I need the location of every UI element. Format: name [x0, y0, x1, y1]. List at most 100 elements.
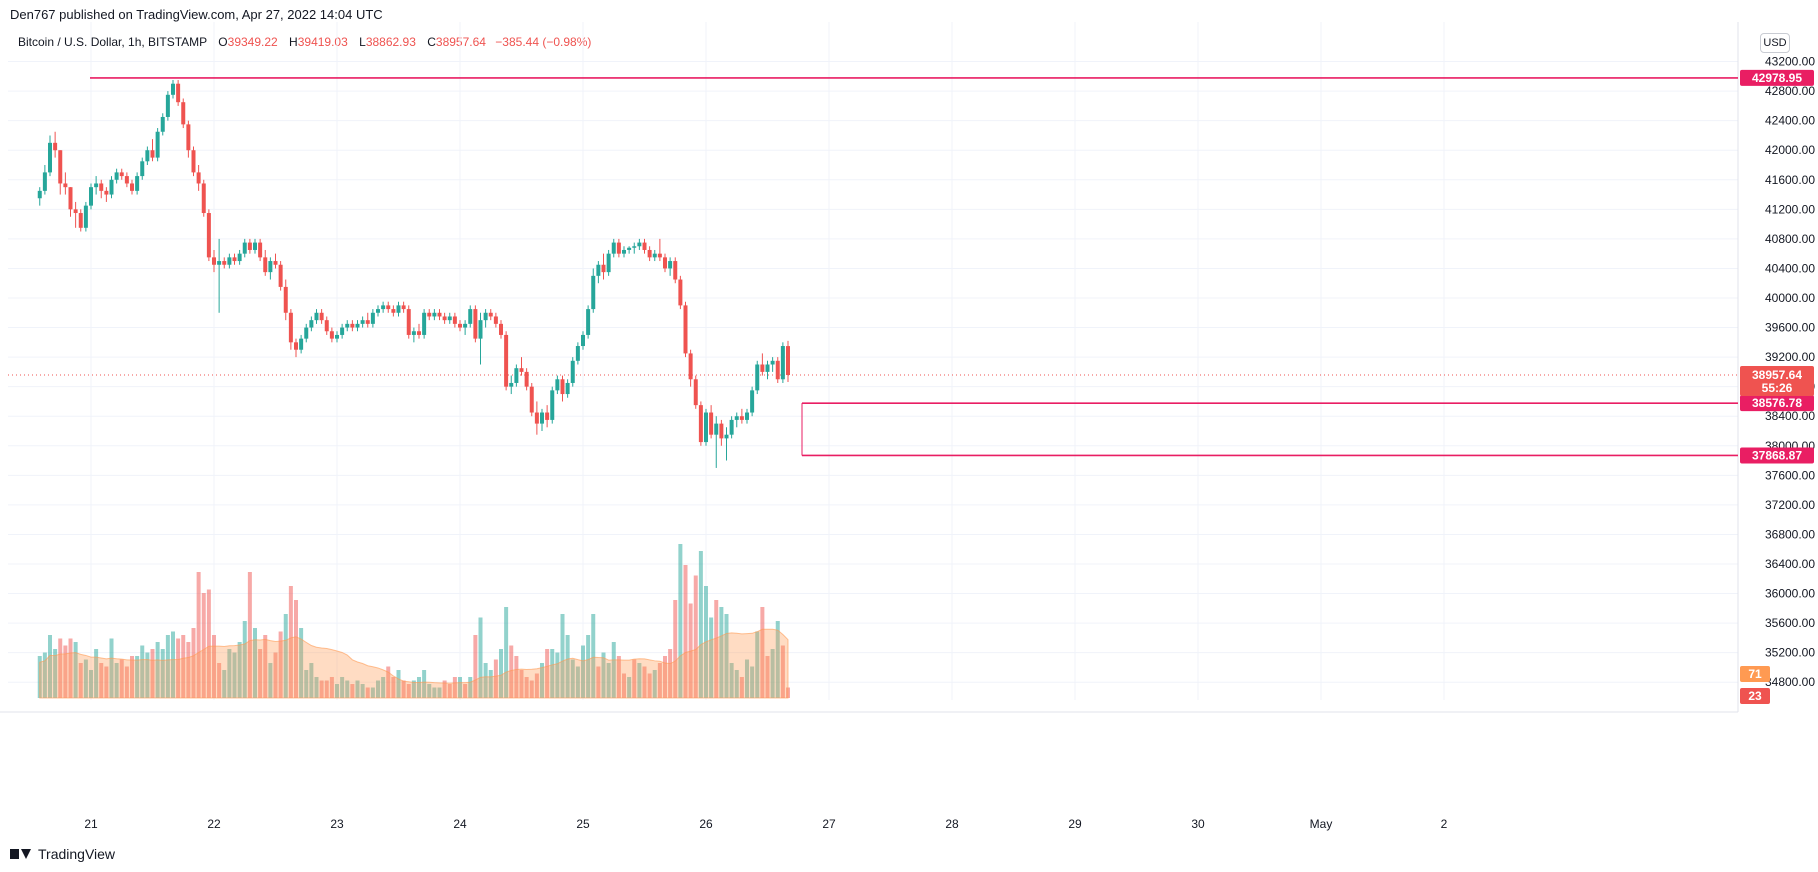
candle-body — [586, 309, 591, 335]
y-tick-label: 40000.00 — [1765, 291, 1815, 305]
volume-bar — [181, 635, 186, 698]
candle-body — [775, 360, 780, 380]
volume-bar — [176, 638, 181, 698]
volume-bar — [488, 670, 493, 698]
level-price-label: 38576.78 — [1752, 396, 1802, 410]
volume-bar — [468, 677, 473, 698]
candle-body — [540, 412, 544, 424]
volume-bar — [745, 659, 749, 698]
x-tick-label: 27 — [822, 817, 836, 831]
candle-body — [48, 142, 52, 173]
candle-body — [314, 312, 319, 321]
volume-bar — [458, 677, 462, 698]
volume-bar — [550, 649, 555, 698]
volume-bar — [217, 663, 222, 698]
volume-bar — [401, 680, 406, 698]
level-price-badge — [1740, 447, 1814, 464]
candle-body — [688, 353, 693, 380]
y-tick-label: 39200.00 — [1765, 350, 1815, 364]
volume-bar — [273, 652, 278, 698]
candle-body — [698, 405, 703, 443]
candle-body — [647, 249, 652, 258]
legend-high-value: 39419.03 — [297, 35, 348, 49]
candle-body — [627, 247, 632, 250]
volume-bar — [376, 680, 380, 698]
volume-bar — [493, 659, 498, 698]
volume-bar — [652, 670, 657, 698]
candle-body — [637, 242, 642, 247]
candle-body — [171, 83, 175, 95]
currency-button[interactable]: USD — [1760, 33, 1790, 53]
candle-body — [89, 187, 93, 206]
legend-open-value: 39349.22 — [227, 35, 278, 49]
candle-body — [130, 183, 134, 191]
candle-body — [458, 323, 462, 328]
candle-body — [247, 242, 252, 250]
volume-bar — [299, 628, 304, 698]
volume-bar — [750, 666, 755, 698]
candle-body — [519, 368, 524, 372]
symbol-legend: Bitcoin / U.S. Dollar, 1h, BITSTAMP O393… — [18, 35, 591, 49]
y-tick-label: 35200.00 — [1765, 646, 1815, 660]
volume-bar — [504, 607, 509, 698]
volume-bar — [94, 649, 99, 698]
footer-branding[interactable]: TradingView — [10, 846, 115, 862]
candle-body — [253, 242, 257, 250]
volume-bar — [263, 635, 268, 698]
volume-bar — [473, 635, 478, 698]
volume-bar — [135, 656, 140, 698]
volume-bar — [616, 656, 621, 698]
volume-bar — [591, 614, 596, 698]
y-tick-label: 42000.00 — [1765, 143, 1815, 157]
volume-bar — [345, 680, 350, 698]
volume-bar — [304, 670, 309, 698]
volume-bar — [775, 621, 780, 698]
candle-body — [181, 102, 186, 125]
candle-body — [206, 213, 211, 258]
candle-body — [411, 331, 416, 335]
candle-body — [83, 205, 88, 228]
volume-bar — [560, 614, 565, 698]
volume-bar — [160, 649, 165, 698]
candle-body — [652, 253, 657, 258]
volume-bar — [606, 663, 611, 698]
x-tick-label: 2 — [1441, 817, 1448, 831]
volume-bar — [627, 677, 632, 698]
volume-bar — [463, 684, 468, 698]
candle-body — [463, 323, 468, 328]
y-tick-label: 39600.00 — [1765, 321, 1815, 335]
volume-bar — [611, 642, 616, 698]
candle-body — [601, 264, 606, 273]
y-tick-label: 41600.00 — [1765, 173, 1815, 187]
volume-bar — [196, 572, 201, 698]
volume-bar — [340, 677, 345, 698]
volume-bar — [524, 677, 529, 698]
volume-bar — [719, 607, 724, 698]
candle-body — [37, 190, 42, 199]
candle-body — [432, 312, 437, 317]
volume-ma-area — [39, 628, 789, 699]
tradingview-logo-icon — [10, 847, 32, 861]
candle-body — [555, 379, 560, 391]
volume-bar — [114, 663, 119, 698]
volume-bar — [171, 631, 175, 698]
volume-bar — [381, 677, 386, 698]
candle-body — [201, 183, 206, 214]
candle-body — [145, 150, 150, 162]
candle-body — [335, 334, 339, 339]
y-tick-label: 35600.00 — [1765, 616, 1815, 630]
volume-bar — [83, 659, 88, 698]
volume-bar — [760, 607, 765, 698]
last-price-badge — [1740, 366, 1814, 397]
volume-bar — [483, 663, 488, 698]
volume-bar — [391, 677, 396, 698]
x-tick-label: 28 — [945, 817, 959, 831]
volume-bar — [212, 635, 216, 698]
candle-body — [258, 242, 263, 258]
volume-bar — [48, 635, 52, 698]
y-tick-label: 37200.00 — [1765, 498, 1815, 512]
volume-bar — [309, 663, 314, 698]
volume-bar — [355, 680, 360, 698]
candle-body — [58, 150, 63, 184]
